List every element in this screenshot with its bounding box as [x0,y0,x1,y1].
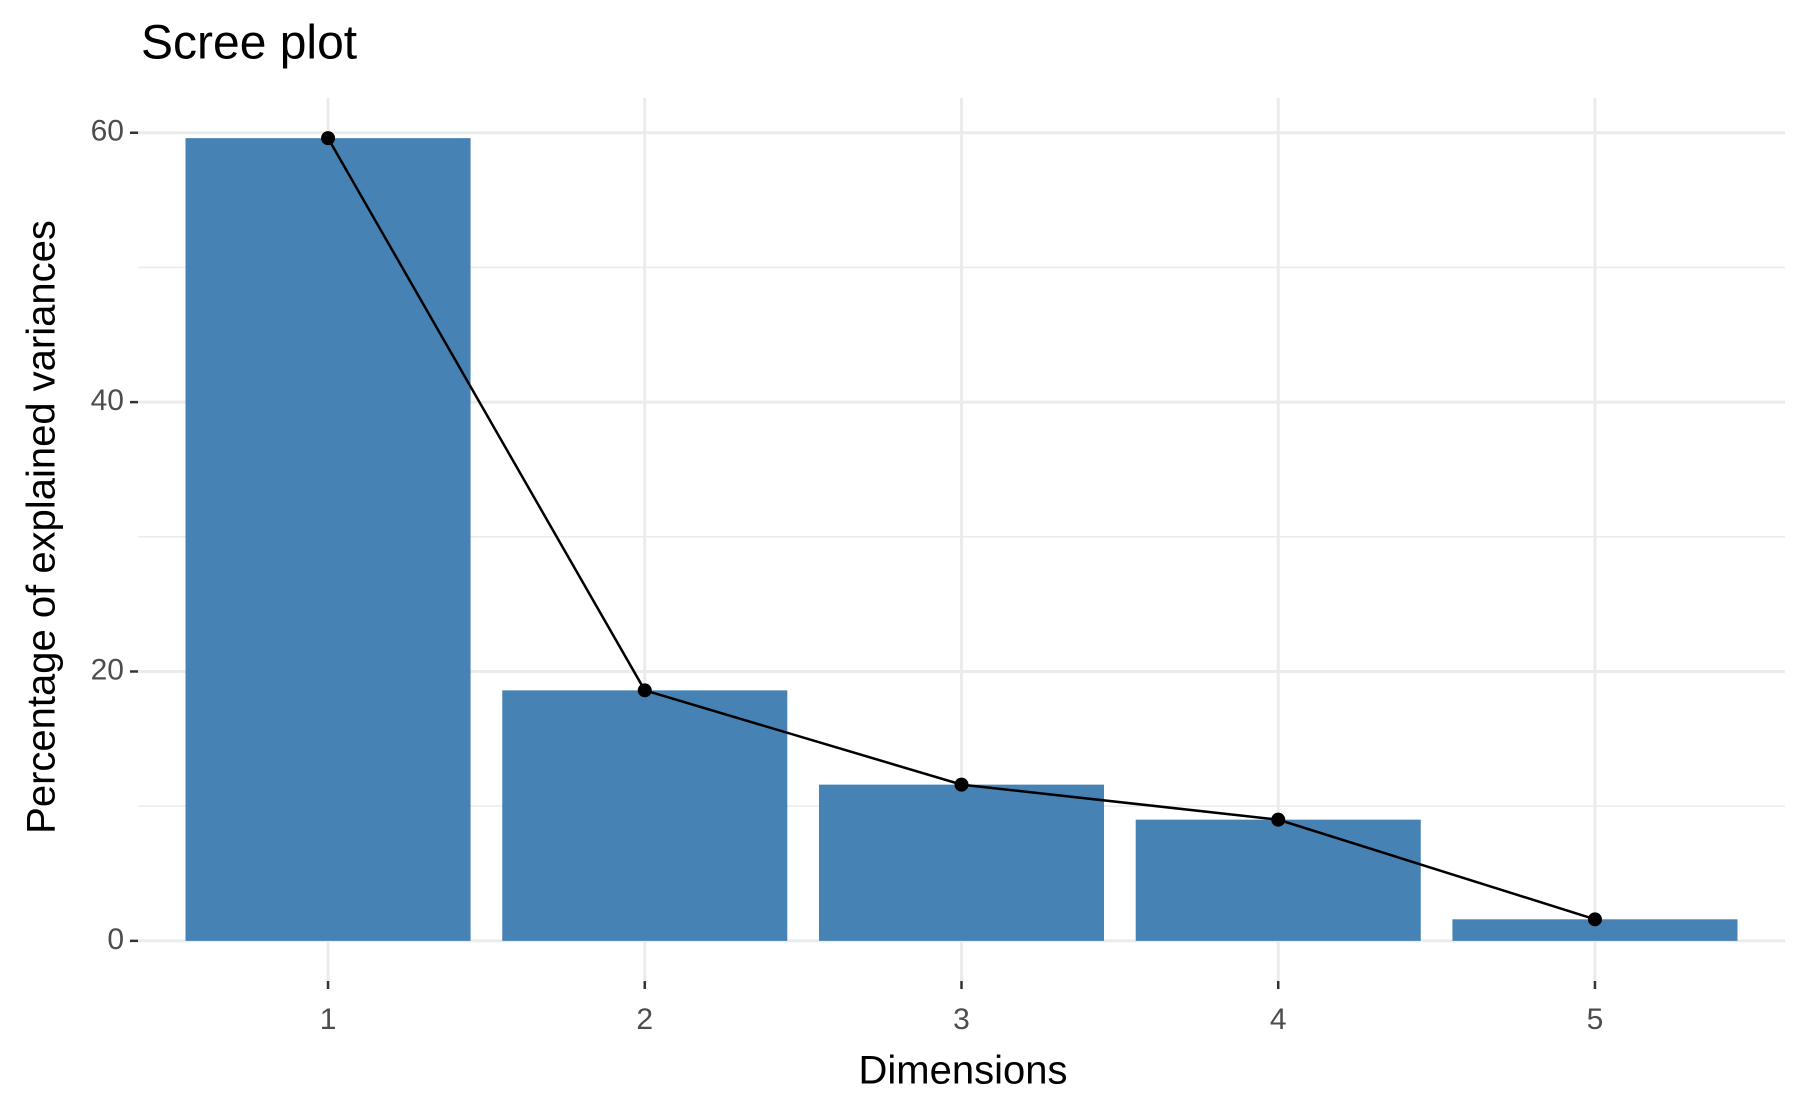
x-tick-label: 4 [1270,1003,1287,1036]
y-tick-label: 0 [107,923,124,956]
y-axis-title: Percentage of explained variances [20,220,64,834]
x-tick-label: 5 [1587,1003,1604,1036]
x-tick-label: 2 [636,1003,653,1036]
point [1587,912,1602,927]
y-tick-label: 40 [91,384,124,417]
x-tick-label: 1 [320,1003,337,1036]
bar [1452,919,1738,941]
bar [185,138,471,941]
point [954,777,969,792]
point [637,683,652,698]
y-tick-label: 20 [91,653,124,686]
chart-title: Scree plot [141,17,357,70]
y-tick-label: 60 [91,115,124,148]
bar [818,784,1105,941]
bar [1135,819,1421,941]
x-tick-label: 3 [953,1003,970,1036]
point [1271,812,1286,827]
bar [502,690,788,941]
x-axis-title: Dimensions [859,1049,1068,1093]
point [321,131,336,146]
